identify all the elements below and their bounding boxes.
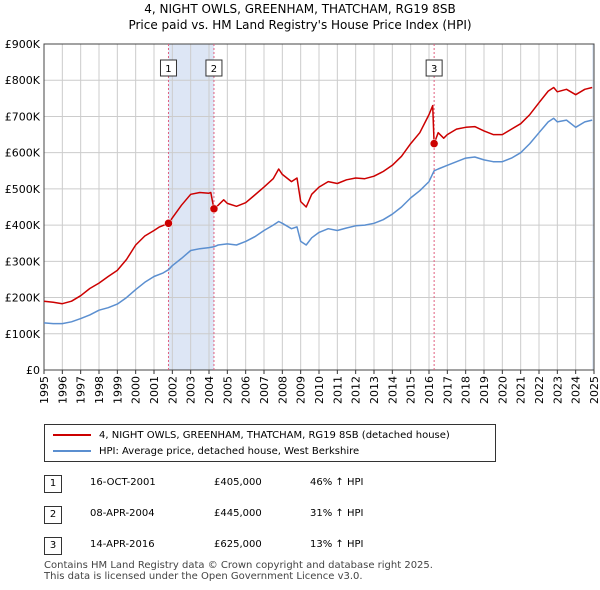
hpi-series-line [43, 117, 593, 325]
x-tick-label: 1996 [56, 376, 69, 404]
x-tick-label: 2020 [496, 376, 509, 404]
x-tick-label: 2013 [368, 376, 381, 404]
x-tick-label: 2000 [130, 376, 143, 404]
property-series-line [43, 86, 593, 305]
y-tick-label: £200K [5, 292, 41, 305]
sale-hpi-change: 31% ↑ HPI [310, 508, 364, 519]
sale-date: 16-OCT-2001 [90, 477, 156, 488]
x-tick-label: 2011 [331, 376, 344, 404]
plot-frame [43, 43, 595, 371]
sale-marker-box [159, 59, 177, 77]
y-tick-label: £300K [5, 255, 41, 268]
chart-title: 4, NIGHT OWLS, GREENHAM, THATCHAM, RG19 … [144, 2, 456, 16]
x-tick-label: 2004 [203, 376, 216, 404]
sale-row: 1 16-OCT-2001 £405,000 46% ↑ HPI [44, 475, 464, 493]
sale-marker-box [425, 59, 443, 77]
x-tick-label: 1998 [93, 376, 106, 404]
y-tick-label: £600K [5, 147, 41, 160]
sale-marker-label: 3 [431, 64, 437, 75]
y-tick-label: £0 [26, 364, 40, 377]
sale-number-badge: 2 [44, 506, 62, 524]
sale-marker-label: 2 [211, 64, 217, 75]
footer-licence: This data is licensed under the Open Gov… [44, 571, 363, 582]
x-tick-label: 2016 [423, 376, 436, 404]
y-tick-label: £800K [5, 74, 41, 87]
y-tick-label: £500K [5, 183, 41, 196]
y-tick-label: £900K [5, 38, 41, 51]
sale-date: 14-APR-2016 [90, 539, 155, 550]
legend-item-property: 4, NIGHT OWLS, GREENHAM, THATCHAM, RG19 … [53, 427, 450, 443]
chart-subtitle: Price paid vs. HM Land Registry's House … [128, 18, 472, 32]
shaded-range [168, 44, 214, 370]
shaded-range [592, 44, 595, 370]
x-tick-label: 1995 [38, 376, 51, 404]
sale-marker-box [205, 59, 223, 77]
legend-item-hpi: HPI: Average price, detached house, West… [53, 443, 359, 459]
y-tick-label: £700K [5, 110, 41, 123]
x-tick-label: 2006 [240, 376, 253, 404]
sale-number-badge: 1 [44, 475, 62, 493]
x-tick-label: 2012 [350, 376, 363, 404]
sale-number-badge: 3 [44, 537, 62, 555]
x-tick-label: 1999 [111, 376, 124, 404]
x-tick-label: 2005 [221, 376, 234, 404]
x-tick-label: 2002 [166, 376, 179, 404]
sale-point [429, 139, 439, 148]
x-tick-label: 2023 [551, 376, 564, 404]
x-tick-label: 2025 [588, 376, 600, 404]
sale-point [209, 204, 219, 214]
property-line-swatch [53, 434, 91, 436]
y-tick-label: £100K [5, 328, 41, 341]
x-tick-label: 2010 [313, 376, 326, 404]
sale-hpi-change: 46% ↑ HPI [310, 477, 364, 488]
sale-point [164, 219, 173, 228]
x-tick-label: 1997 [75, 376, 88, 404]
y-tick-label: £400K [5, 219, 41, 232]
x-tick-label: 2008 [276, 376, 289, 404]
x-tick-label: 2024 [570, 376, 583, 404]
sale-date: 08-APR-2004 [90, 508, 155, 519]
sale-price: £445,000 [214, 508, 262, 519]
x-tick-label: 2003 [185, 376, 198, 404]
x-tick-label: 2018 [460, 376, 473, 404]
x-tick-label: 2015 [405, 376, 418, 404]
legend-hpi-label: HPI: Average price, detached house, West… [99, 445, 360, 457]
x-tick-label: 2009 [295, 376, 308, 404]
sale-price: £625,000 [214, 539, 262, 550]
sale-row: 3 14-APR-2016 £625,000 13% ↑ HPI [44, 537, 464, 555]
sale-hpi-change: 13% ↑ HPI [310, 539, 364, 550]
x-tick-label: 2007 [258, 376, 271, 404]
x-tick-label: 2019 [478, 376, 491, 404]
hpi-line-swatch [53, 450, 91, 452]
sale-marker-label: 1 [165, 64, 171, 75]
legend: 4, NIGHT OWLS, GREENHAM, THATCHAM, RG19 … [44, 424, 496, 462]
x-tick-label: 2021 [515, 376, 528, 404]
footer: Contains HM Land Registry data © Crown c… [44, 560, 433, 582]
sale-price: £405,000 [214, 477, 262, 488]
price-chart: £0 £100K £200K £300K £400K £500K £600K £700K £80… [5, 38, 600, 404]
x-tick-label: 2017 [441, 376, 454, 404]
legend-property-label: 4, NIGHT OWLS, GREENHAM, THATCHAM, RG19 … [99, 429, 450, 441]
x-tick-label: 2022 [533, 376, 546, 404]
x-tick-label: 2014 [386, 376, 399, 404]
footer-copyright: Contains HM Land Registry data © Crown c… [44, 560, 433, 571]
sale-row: 2 08-APR-2004 £445,000 31% ↑ HPI [44, 506, 464, 524]
x-tick-label: 2001 [148, 376, 161, 404]
